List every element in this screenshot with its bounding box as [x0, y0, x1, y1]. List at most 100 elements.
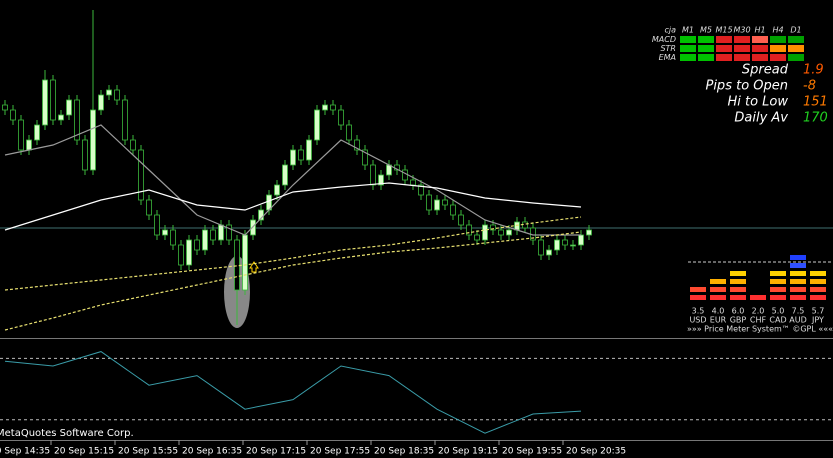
signal-cell: [770, 54, 786, 61]
meter-segment: [730, 279, 746, 284]
signal-cell: [716, 54, 732, 61]
info-label: Pips to Open: [705, 79, 788, 94]
signal-cell: [698, 45, 714, 52]
info-value: 1.9: [803, 63, 824, 78]
candle-body: [498, 229, 504, 236]
meter-segment: [790, 287, 806, 292]
x-tick-label: 20 Sep 16:35: [182, 447, 242, 457]
x-tick-label: 20 Sep 14:35: [0, 447, 50, 457]
x-tick-label: 20 Sep 19:15: [438, 447, 498, 457]
signal-cell: [716, 45, 732, 52]
candle-body: [154, 214, 160, 236]
indicator-name: EMA: [659, 53, 676, 62]
timeframe-header: D1: [790, 26, 801, 35]
chart-marks: 20 Sep 14:35 20 Sep 15:15 20 Sep 15:55 20 S…: [0, 10, 833, 457]
candle-body: [146, 199, 152, 216]
signal-cell: [788, 54, 804, 61]
meter-segment: [710, 287, 726, 292]
candle-body: [194, 239, 200, 251]
candle-body: [450, 204, 456, 216]
meter-currency: CAD: [769, 316, 786, 325]
meter-currency: EUR: [710, 316, 727, 325]
signal-cell: [716, 36, 732, 43]
meter-segment: [810, 295, 826, 300]
meter-segment: [790, 271, 806, 276]
candle-body: [546, 249, 552, 256]
candle-body: [162, 229, 168, 236]
meter-segment: [790, 279, 806, 284]
signal-cell: [788, 45, 804, 52]
meter-segment: [690, 295, 706, 300]
candle-body: [298, 149, 304, 161]
candle-body: [226, 224, 232, 241]
candle-body: [10, 109, 16, 121]
info-value: -8: [803, 79, 816, 94]
signal-cell: [770, 45, 786, 52]
candle-body: [106, 89, 112, 96]
info-value: 151: [803, 95, 828, 110]
candle-body: [218, 224, 224, 241]
meter-value: 3.5: [692, 307, 705, 316]
meter-segment: [730, 287, 746, 292]
signal-cell: [752, 36, 768, 43]
candle-body: [274, 184, 280, 196]
candle-body: [434, 199, 440, 211]
timeframe-header: M1: [682, 26, 694, 35]
signal-cell: [734, 54, 750, 61]
candle-body: [282, 164, 288, 186]
meter-currency: USD: [689, 316, 706, 325]
meter-footer: »»» Price Meter System™ ©GPL «««: [687, 325, 833, 334]
candle-body: [210, 229, 216, 241]
moving-average: [4, 124, 581, 236]
candle-body: [346, 124, 352, 141]
meter-segment: [810, 271, 826, 276]
x-tick-label: 20 Sep 20:35: [566, 447, 626, 457]
candle-body: [362, 149, 368, 166]
meter-value: 4.0: [712, 307, 725, 316]
candle-body: [570, 244, 576, 247]
meter-segment: [790, 295, 806, 300]
candle-body: [338, 109, 344, 126]
meter-value: 6.0: [732, 307, 745, 316]
moving-average: [4, 216, 582, 291]
candle-body: [130, 139, 136, 151]
candle-body: [426, 194, 432, 211]
candle-body: [42, 79, 48, 126]
info-label: Daily Av: [734, 111, 788, 126]
candle-body: [90, 109, 96, 171]
candle-body: [482, 224, 488, 241]
candle-body: [290, 149, 296, 166]
oscillator-line: [4, 351, 582, 434]
candle-body: [18, 119, 24, 151]
meter-segment: [730, 271, 746, 276]
x-tick-label: 20 Sep 18:35: [374, 447, 434, 457]
x-tick-label: 20 Sep 17:55: [310, 447, 370, 457]
candle-body: [26, 139, 32, 151]
meter-currency: AUD: [789, 316, 807, 325]
signal-cell: [752, 54, 768, 61]
meter-segment: [810, 279, 826, 284]
timeframe-header: M15: [715, 26, 732, 35]
candle-body: [538, 239, 544, 256]
candle-body: [82, 139, 88, 171]
meter-value: 5.7: [812, 307, 825, 316]
meter-segment: [770, 295, 786, 300]
candle-body: [122, 99, 128, 141]
candle-body: [554, 239, 560, 251]
signal-cell: [680, 45, 696, 52]
candle-body: [34, 124, 40, 141]
candle-body: [178, 244, 184, 266]
x-tick-label: 20 Sep 17:15: [246, 447, 306, 457]
signal-cell: [680, 36, 696, 43]
signal-cell: [788, 36, 804, 43]
meter-segment: [810, 287, 826, 292]
candle-body: [562, 239, 568, 246]
candle-body: [442, 199, 448, 206]
candle-body: [234, 239, 240, 291]
signal-cell: [734, 36, 750, 43]
moving-average: [4, 231, 582, 331]
candle-body: [506, 229, 512, 236]
meter-segment: [770, 271, 786, 276]
candle-body: [466, 224, 472, 236]
